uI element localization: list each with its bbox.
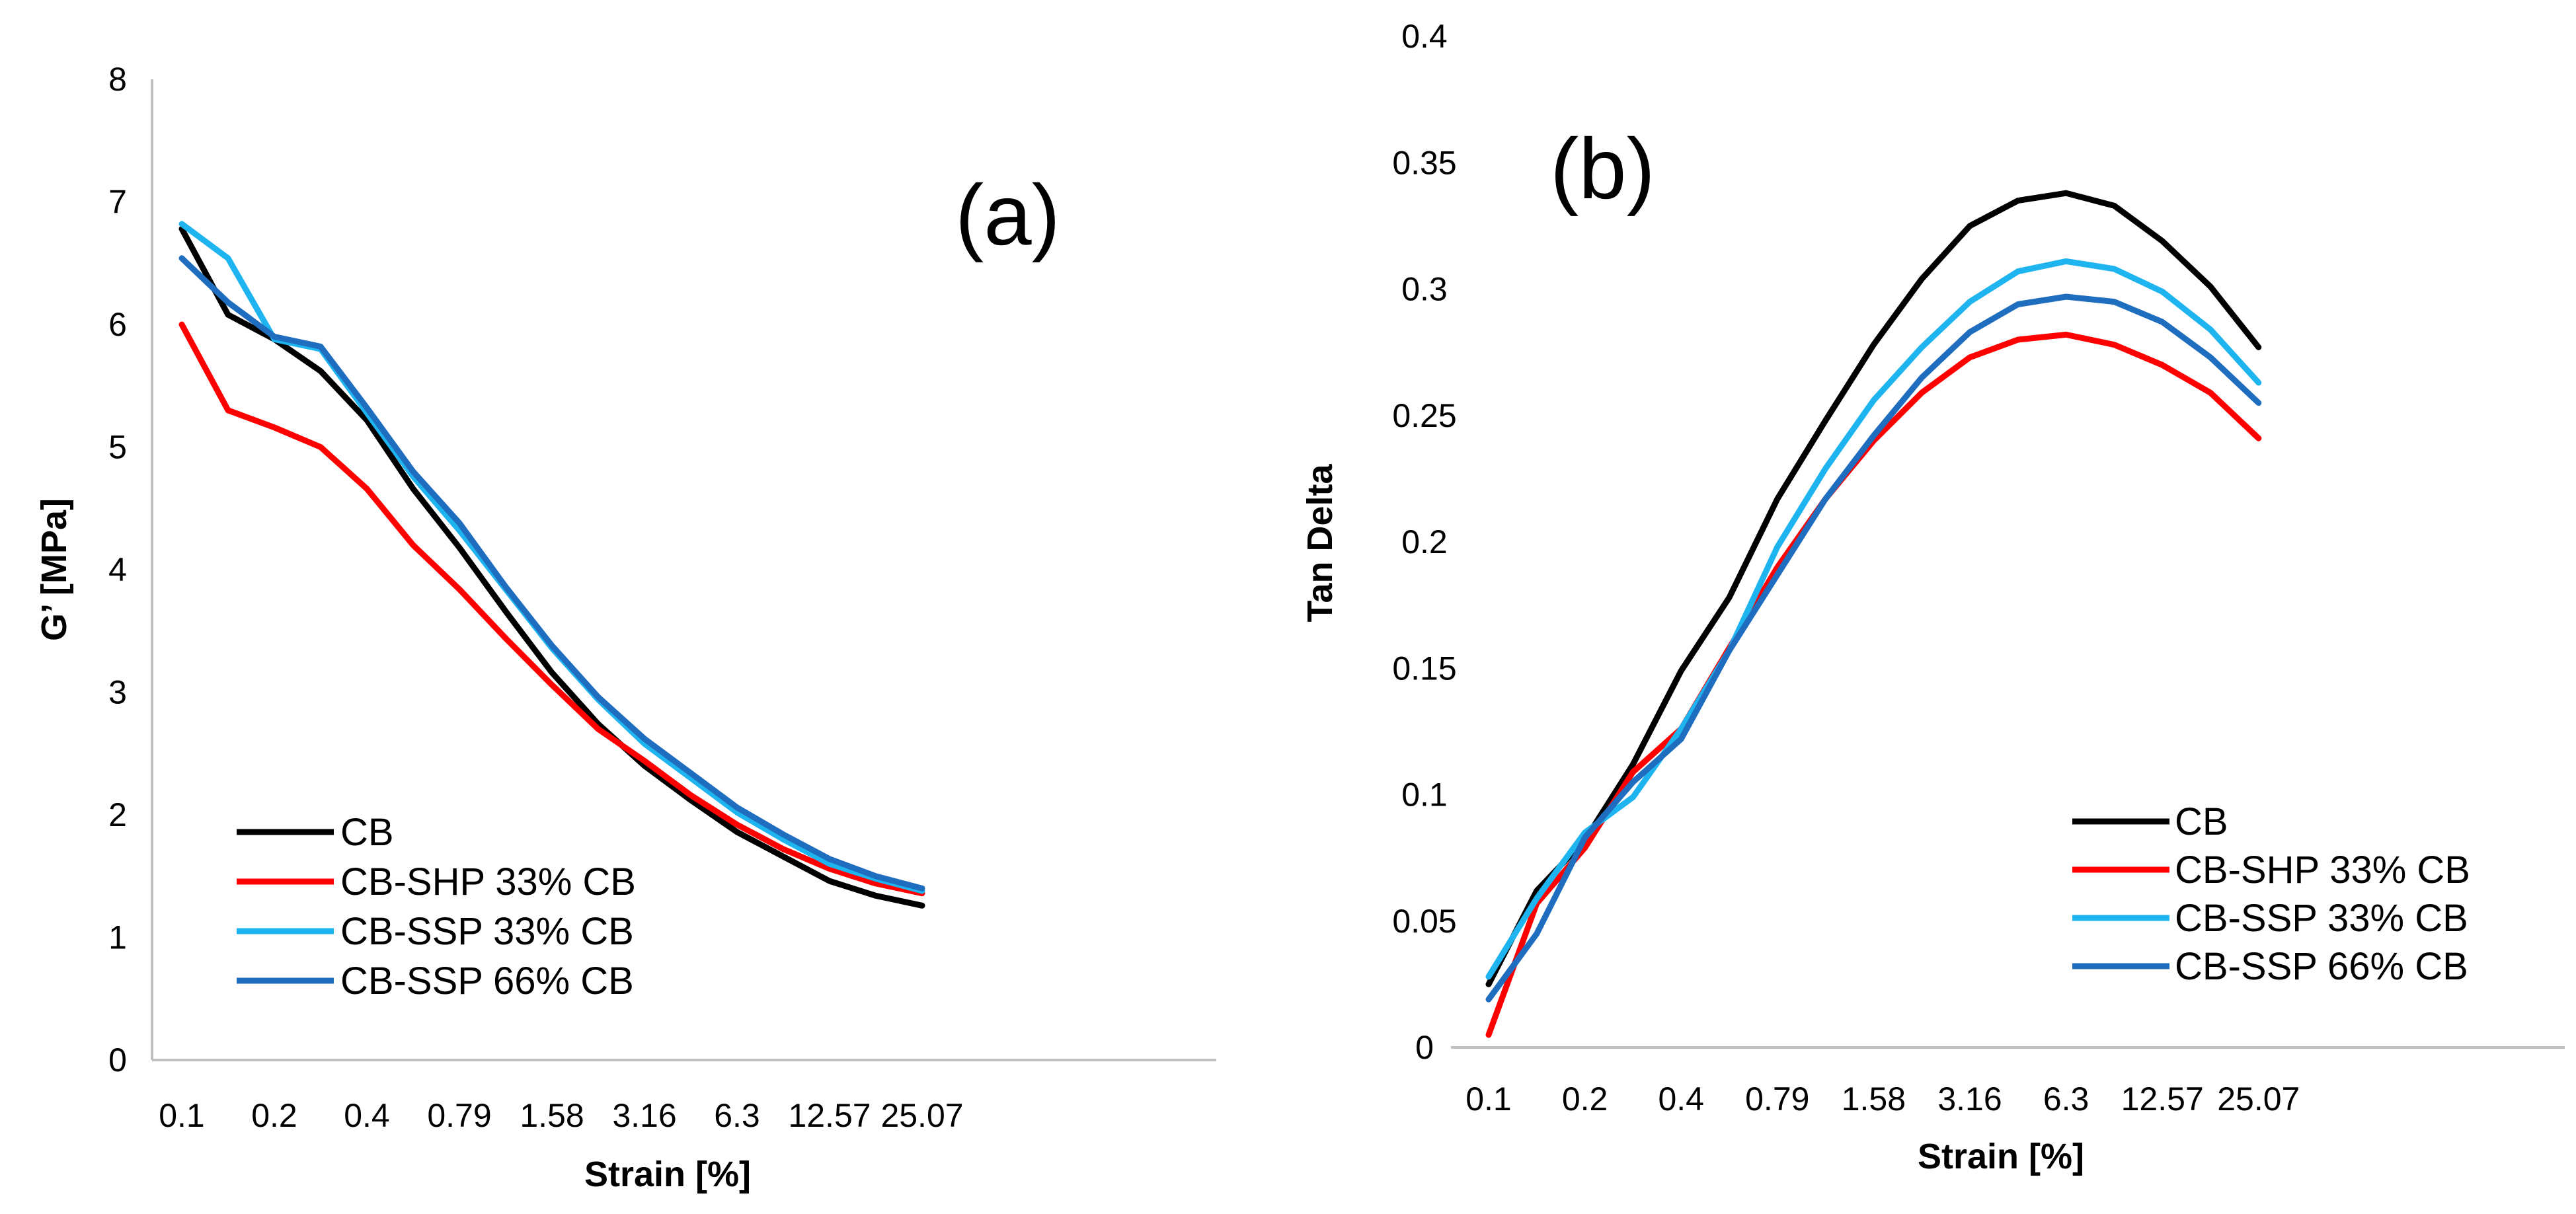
y-tick-label: 0.35 (1392, 144, 1456, 181)
x-tick-label: 1.58 (520, 1097, 584, 1134)
x-axis-label: Strain [%] (584, 1155, 751, 1194)
legend-label: CB-SSP 33% CB (340, 910, 634, 953)
y-tick-label: 3 (108, 674, 127, 711)
x-tick-labels: 0.1 0.2 0.4 0.79 1.58 3.16 6.3 12.57 25.07 (1465, 1081, 2300, 1118)
x-tick-label: 25.07 (880, 1097, 963, 1134)
series-lines (1485, 190, 2262, 1038)
series-line-2 (178, 321, 925, 897)
x-tick-label: 0.4 (344, 1097, 390, 1134)
x-tick-label: 0.79 (1745, 1081, 1809, 1118)
y-tick-label: 7 (108, 184, 127, 221)
x-tick-labels: 0.1 0.2 0.4 0.79 1.58 3.16 6.3 12.57 25.07 (159, 1097, 963, 1134)
x-tick-label: 6.3 (2043, 1081, 2089, 1118)
series-line-3 (1485, 258, 2262, 980)
x-tick-label: 3.16 (612, 1097, 676, 1134)
panel-label: (a) (955, 167, 1060, 263)
y-axis-label: G’ [MPa] (34, 498, 74, 641)
chart-panel-a: 0 1 2 3 4 5 6 7 8 0.1 0.2 0.4 0.79 1.58 3.16 6.3 12.57 2… (34, 61, 1216, 1194)
legend-label: CB-SSP 33% CB (2175, 897, 2468, 940)
chart-panel-b: 00.050.10.150.20.250.30.350.4 0.1 0.2 0.4 0… (1300, 18, 2565, 1176)
y-tick-label: 0.05 (1392, 903, 1456, 940)
x-tick-label: 12.57 (788, 1097, 871, 1134)
y-tick-labels: 0 0.05 0.1 0.15 0.2 0.25 0.3 0.35 0.4 (1392, 18, 1456, 1066)
panel-label: (b) (1550, 120, 1655, 217)
legend: CB CB-SHP 33% CB CB-SSP 33% CB CB-SSP 66% C… (2072, 800, 2470, 988)
y-tick-label: 2 (108, 796, 127, 833)
legend: CB CB-SHP 33% CB CB-SSP 33% CB CB-SSP 66% C… (237, 811, 636, 1003)
series-line-1 (178, 225, 925, 909)
y-tick-label: 0.15 (1392, 650, 1456, 687)
x-tick-label: 1.58 (1842, 1081, 1906, 1118)
x-tick-label: 12.57 (2121, 1081, 2204, 1118)
y-tick-label: 0.2 (1401, 523, 1448, 560)
x-tick-label: 0.4 (1658, 1081, 1704, 1118)
y-tick-label: 0.25 (1392, 397, 1456, 434)
series-line-1 (1485, 190, 2262, 987)
legend-label: CB-SSP 66% CB (2175, 945, 2468, 988)
x-tick-label: 6.3 (714, 1097, 760, 1134)
y-axis-label: Tan Delta (1300, 464, 1340, 623)
legend-label: CB-SSP 66% CB (340, 960, 634, 1003)
y-tick-label: 1 (108, 919, 127, 956)
x-tick-label: 3.16 (1937, 1081, 2002, 1118)
legend-label: CB-SHP 33% CB (2175, 849, 2470, 892)
x-tick-label: 0.2 (1562, 1081, 1608, 1118)
y-tick-label: 0.3 (1401, 271, 1448, 308)
series-line-4 (178, 255, 925, 892)
x-tick-label: 0.1 (159, 1097, 205, 1134)
y-tick-label: 5 (108, 429, 127, 466)
series-line-4 (1485, 293, 2262, 1003)
y-tick-label: 0 (108, 1042, 127, 1079)
legend-label: CB-SHP 33% CB (340, 860, 636, 903)
x-axis-label: Strain [%] (1918, 1137, 2084, 1176)
x-tick-label: 25.07 (2217, 1081, 2300, 1118)
y-tick-label: 0 (1415, 1029, 1434, 1066)
y-tick-labels: 0 1 2 3 4 5 6 7 8 (108, 61, 127, 1079)
y-tick-label: 4 (108, 551, 127, 588)
x-tick-label: 0.79 (427, 1097, 491, 1134)
y-tick-label: 8 (108, 61, 127, 98)
y-tick-label: 0.1 (1401, 777, 1448, 814)
x-tick-label: 0.1 (1465, 1081, 1512, 1118)
legend-label: CB (340, 811, 394, 854)
series-lines (178, 221, 925, 909)
y-tick-label: 0.4 (1401, 18, 1448, 55)
y-tick-label: 6 (108, 306, 127, 343)
legend-label: CB (2175, 800, 2228, 843)
x-tick-label: 0.2 (251, 1097, 297, 1134)
